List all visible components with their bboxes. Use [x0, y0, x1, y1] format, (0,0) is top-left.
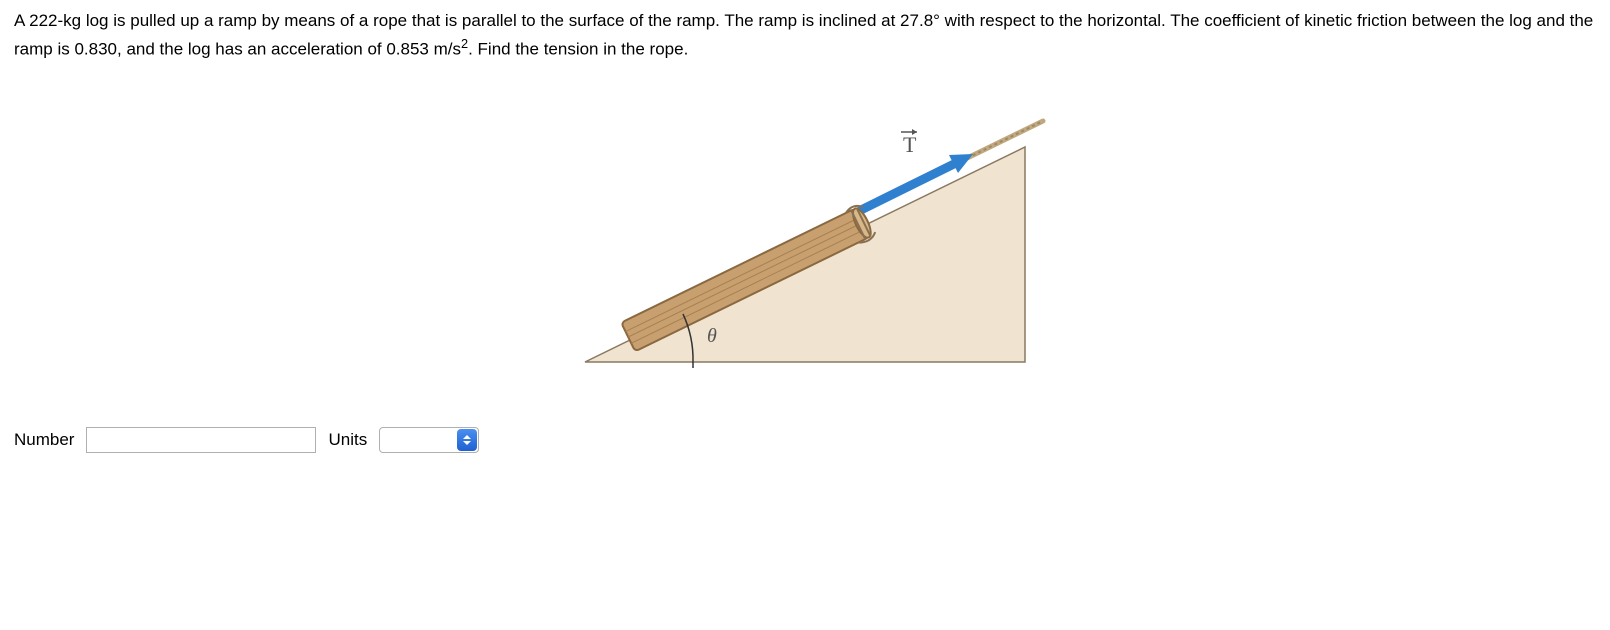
- number-label: Number: [14, 430, 74, 450]
- problem-text-main: A 222-kg log is pulled up a ramp by mean…: [14, 11, 1593, 58]
- units-select[interactable]: [379, 427, 479, 453]
- problem-statement: A 222-kg log is pulled up a ramp by mean…: [14, 8, 1596, 62]
- tension-label: T: [903, 132, 917, 157]
- angle-label: θ: [707, 325, 717, 347]
- answer-row: Number Units: [14, 427, 1596, 453]
- units-select-wrapper: [379, 427, 479, 453]
- ramp-diagram: θ T: [545, 92, 1065, 382]
- number-input[interactable]: [86, 427, 316, 453]
- tension-label-group: T: [901, 129, 917, 157]
- problem-text-tail: . Find the tension in the rope.: [468, 39, 688, 58]
- units-label: Units: [328, 430, 367, 450]
- figure-container: θ T: [14, 92, 1596, 387]
